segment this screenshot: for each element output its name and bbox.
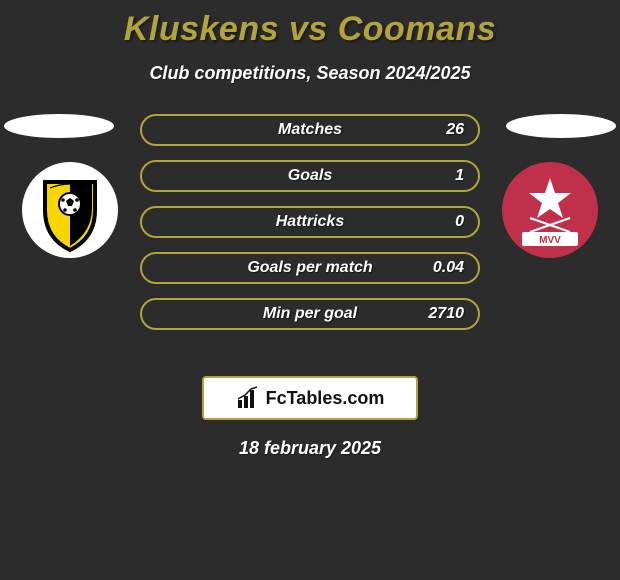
stat-value: 0.04 [433, 259, 464, 277]
player-right-marker [506, 114, 616, 138]
logo-text: FcTables.com [266, 388, 385, 409]
stat-label: Hattricks [276, 213, 344, 231]
fctables-link[interactable]: FcTables.com [202, 376, 418, 420]
stat-label: Goals per match [247, 259, 372, 277]
stat-label: Matches [278, 121, 342, 139]
stat-row-goals-per-match: Goals per match 0.04 [140, 252, 480, 284]
stat-value: 26 [446, 121, 464, 139]
team-right-badge: MVV [500, 160, 600, 260]
stat-value: 2710 [428, 305, 464, 323]
stat-value: 1 [455, 167, 464, 185]
stat-row-hattricks: Hattricks 0 [140, 206, 480, 238]
stat-row-min-per-goal: Min per goal 2710 [140, 298, 480, 330]
stats-bars: Matches 26 Goals 1 Hattricks 0 Goals per… [140, 114, 480, 330]
bars-icon [236, 386, 260, 410]
banner-text: MVV [539, 235, 561, 246]
comparison-panel: MVV Matches 26 Goals 1 Hattricks 0 Goals… [0, 114, 620, 354]
stat-label: Min per goal [263, 305, 357, 323]
stat-row-matches: Matches 26 [140, 114, 480, 146]
team-left-badge [20, 160, 120, 260]
page-subtitle: Club competitions, Season 2024/2025 [0, 63, 620, 84]
player-left-marker [4, 114, 114, 138]
footer-date: 18 february 2025 [0, 438, 620, 459]
stat-value: 0 [455, 213, 464, 231]
page-title: Kluskens vs Coomans [0, 0, 620, 49]
stat-label: Goals [288, 167, 332, 185]
stat-row-goals: Goals 1 [140, 160, 480, 192]
